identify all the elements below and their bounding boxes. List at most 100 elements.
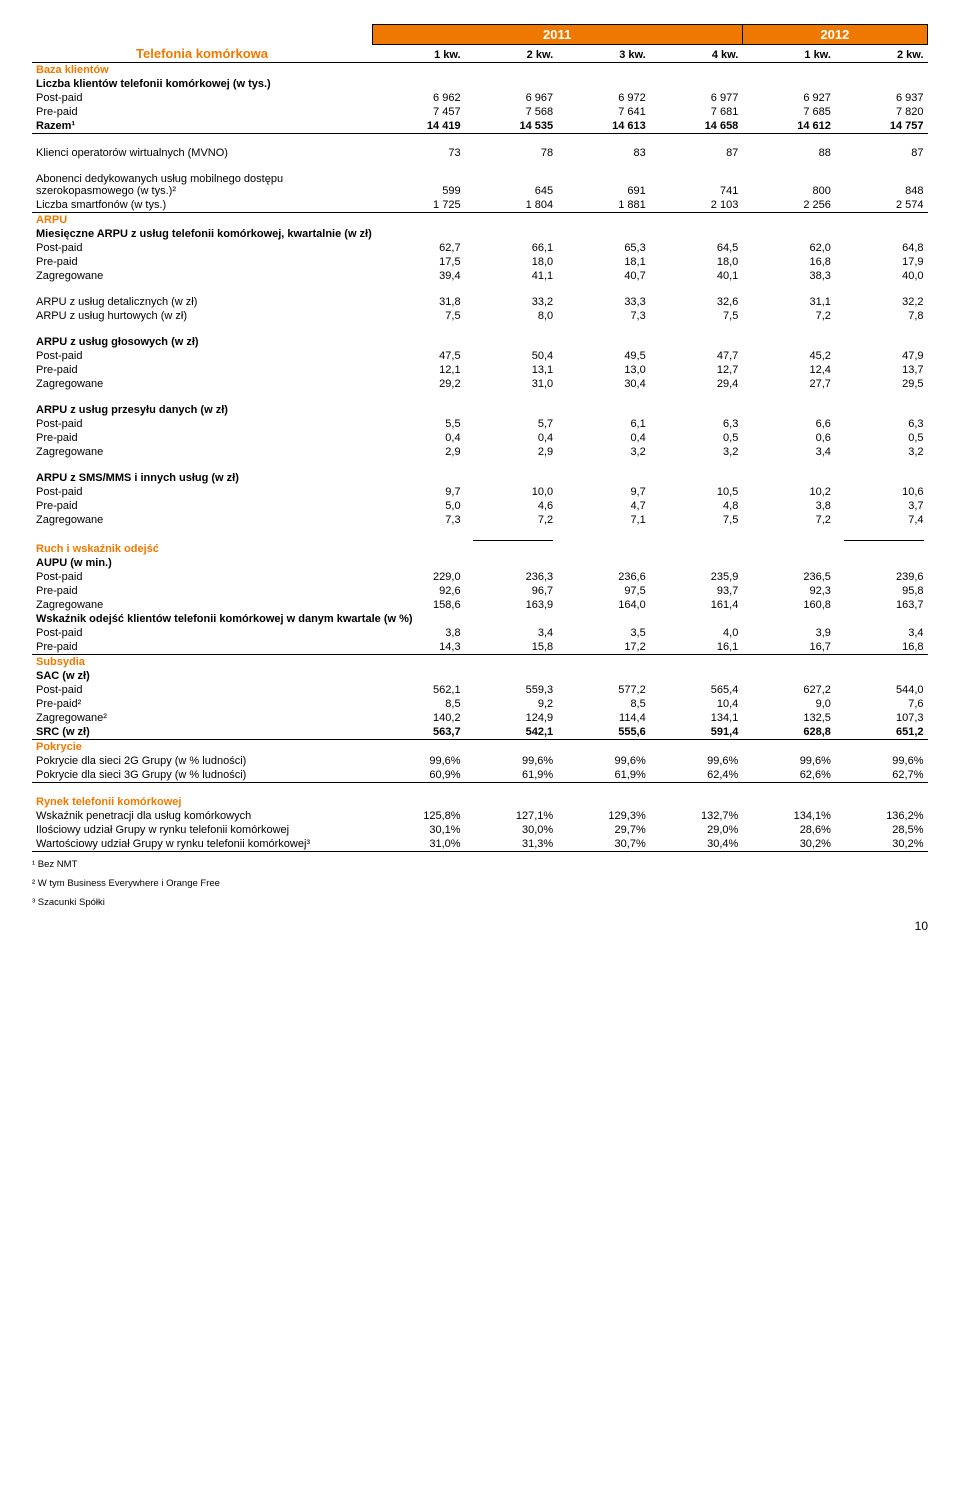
row-value: 7 685 [742, 105, 835, 119]
row-value: 10,6 [835, 485, 928, 499]
row-value: 62,0 [742, 241, 835, 255]
row-value: 628,8 [742, 725, 835, 740]
row-value: 577,2 [557, 683, 650, 697]
row-value: 73 [372, 146, 465, 160]
footnotes: ¹ Bez NMT² W tym Business Everywhere i O… [32, 858, 928, 910]
row-value: 6,3 [835, 417, 928, 431]
row-value: 5,0 [372, 499, 465, 513]
row-value: 161,4 [650, 598, 743, 612]
row-value: 30,4% [650, 837, 743, 852]
row-value: 239,6 [835, 570, 928, 584]
row-value: 13,0 [557, 363, 650, 377]
row-value: 3,4 [742, 445, 835, 459]
row-value: 565,4 [650, 683, 743, 697]
row-value: 92,6 [372, 584, 465, 598]
row-value: 9,0 [742, 697, 835, 711]
row-value: 10,5 [650, 485, 743, 499]
row-value: 2 103 [650, 198, 743, 213]
row-value: 9,2 [465, 697, 558, 711]
section-title: ARPU [32, 212, 928, 227]
row-value: 9,7 [372, 485, 465, 499]
row-label: Pre-paid [32, 431, 372, 445]
row-label: Post-paid [32, 626, 372, 640]
row-value: 3,2 [557, 445, 650, 459]
row-value: 7,1 [557, 513, 650, 527]
row-value: 32,6 [650, 295, 743, 309]
section-title: Baza klientów [32, 62, 928, 77]
row-value: 96,7 [465, 584, 558, 598]
row-value: 6 972 [557, 91, 650, 105]
row-value: 8,5 [372, 697, 465, 711]
row-value: 13,7 [835, 363, 928, 377]
row-value: 62,7% [835, 768, 928, 783]
row-value: 18,1 [557, 255, 650, 269]
row-value: 32,2 [835, 295, 928, 309]
row-value: 39,4 [372, 269, 465, 283]
row-value: 99,6% [650, 754, 743, 768]
row-label: Zagregowane [32, 445, 372, 459]
row-label: Abonenci dedykowanych usług mobilnego do… [32, 172, 372, 198]
row-value: 3,2 [650, 445, 743, 459]
row-value: 7,2 [742, 513, 835, 527]
row-value: 28,5% [835, 823, 928, 837]
row-value: 163,7 [835, 598, 928, 612]
row-value: 6 962 [372, 91, 465, 105]
subsection-title: ARPU z SMS/MMS i innych usług (w zł) [32, 471, 928, 485]
row-value: 15,8 [465, 640, 558, 655]
row-value: 7,6 [835, 697, 928, 711]
row-value: 29,7% [557, 823, 650, 837]
row-label: Wskaźnik penetracji dla usług komórkowyc… [32, 809, 372, 823]
row-value: 31,0 [465, 377, 558, 391]
row-value: 160,8 [742, 598, 835, 612]
row-value: 562,1 [372, 683, 465, 697]
row-value: 14 419 [372, 119, 465, 134]
row-value: 16,8 [742, 255, 835, 269]
row-value: 0,5 [650, 431, 743, 445]
row-value: 4,0 [650, 626, 743, 640]
subsection-title: ARPU z usług głosowych (w zł) [32, 335, 928, 349]
row-value: 18,0 [650, 255, 743, 269]
quarter-header: 1 kw. [742, 45, 835, 63]
row-label: Pre-paid [32, 363, 372, 377]
row-value: 99,6% [557, 754, 650, 768]
row-value: 31,0% [372, 837, 465, 852]
row-value: 158,6 [372, 598, 465, 612]
row-value: 78 [465, 146, 558, 160]
row-value: 10,4 [650, 697, 743, 711]
row-label: Zagregowane [32, 269, 372, 283]
row-value: 6,3 [650, 417, 743, 431]
row-value: 31,8 [372, 295, 465, 309]
row-value: 7,2 [465, 513, 558, 527]
row-value: 93,7 [650, 584, 743, 598]
row-label: Post-paid [32, 241, 372, 255]
quarter-header: 2 kw. [835, 45, 928, 63]
row-value: 87 [650, 146, 743, 160]
row-value: 16,1 [650, 640, 743, 655]
row-value: 132,7% [650, 809, 743, 823]
row-value: 65,3 [557, 241, 650, 255]
row-value: 2,9 [465, 445, 558, 459]
row-value: 3,2 [835, 445, 928, 459]
row-value: 41,1 [465, 269, 558, 283]
row-value: 28,6% [742, 823, 835, 837]
row-value: 27,7 [742, 377, 835, 391]
row-label: SRC (w zł) [32, 725, 372, 740]
subsection-title: Miesięczne ARPU z usług telefonii komórk… [32, 227, 928, 241]
row-value: 741 [650, 172, 743, 198]
section-title: Subsydia [32, 654, 928, 669]
subsection-title: Liczba klientów telefonii komórkowej (w … [32, 77, 928, 91]
row-value: 99,6% [465, 754, 558, 768]
row-value: 627,2 [742, 683, 835, 697]
row-value: 7 820 [835, 105, 928, 119]
row-value: 235,9 [650, 570, 743, 584]
row-value: 30,7% [557, 837, 650, 852]
row-value: 9,7 [557, 485, 650, 499]
row-value: 3,9 [742, 626, 835, 640]
row-value: 40,1 [650, 269, 743, 283]
row-value: 7 681 [650, 105, 743, 119]
row-value: 5,7 [465, 417, 558, 431]
row-value: 3,8 [742, 499, 835, 513]
row-value: 30,1% [372, 823, 465, 837]
row-value: 236,3 [465, 570, 558, 584]
row-value: 7 568 [465, 105, 558, 119]
